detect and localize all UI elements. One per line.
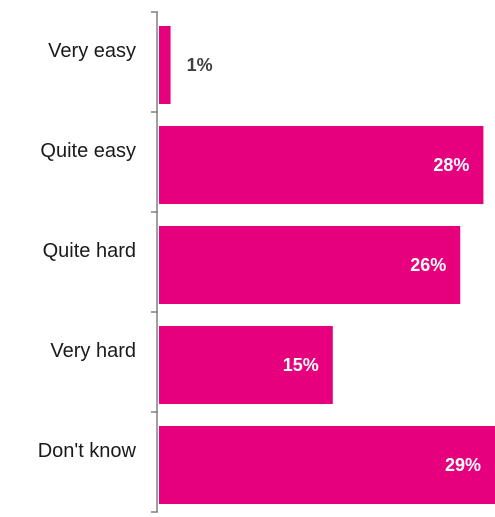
category-labels: Very easy Quite easy Quite hard Very hard Do… (38, 40, 137, 462)
category-label: Very hard (50, 340, 136, 362)
category-label: Don't know (38, 440, 137, 462)
bar (159, 26, 171, 104)
value-label: 29% (445, 455, 481, 475)
category-label: Quite easy (40, 140, 136, 162)
category-label: Very easy (48, 40, 136, 62)
axis-ticks (151, 11, 158, 513)
bar (159, 326, 333, 404)
value-label: 26% (410, 255, 446, 275)
value-labels: 1% 28% 26% 15% 29% (187, 55, 481, 475)
value-label: 28% (433, 155, 469, 175)
value-label: 1% (187, 55, 213, 75)
bars (159, 26, 495, 504)
bar (159, 426, 495, 504)
value-label: 15% (283, 355, 319, 375)
category-label: Quite hard (43, 240, 136, 262)
bar (159, 226, 461, 304)
bar (159, 126, 484, 204)
